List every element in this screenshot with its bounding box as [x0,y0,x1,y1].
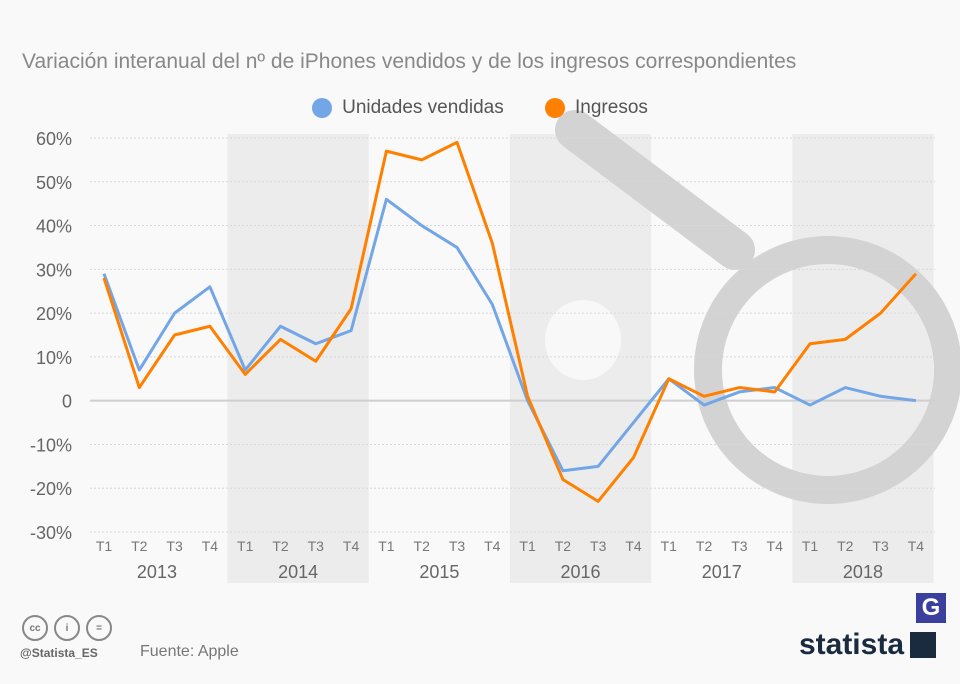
legend-dot-icon [312,98,333,118]
source-text: Fuente: Apple [140,643,239,660]
x-tick-label: T3 [731,538,748,554]
x-tick-label: T2 [414,538,431,554]
y-tick-label: 10% [36,348,72,368]
logo-mark-icon [910,632,936,658]
magnifier-icon [694,236,960,504]
year-label: 2018 [843,562,883,582]
y-tick-label: -30% [30,523,72,543]
x-tick-label: T3 [872,538,889,554]
x-tick-label: T1 [378,538,395,554]
x-tick-label: T1 [237,538,254,554]
year-label: 2014 [278,562,318,582]
x-tick-label: T4 [343,538,360,554]
year-band [227,134,369,583]
y-tick-label: 50% [36,173,72,193]
x-tick-label: T3 [590,538,607,554]
attribution-icon: i [54,615,80,641]
x-tick-label: T4 [908,538,925,554]
x-tick-label: T1 [519,538,536,554]
x-tick-label: T2 [272,538,289,554]
series-line-ingresos [102,140,918,503]
x-tick-label: T3 [308,538,325,554]
x-tick-label: T4 [484,538,501,554]
y-tick-label: 0 [62,392,72,412]
creative-commons-icons: cc i = [22,615,112,641]
year-label: 2015 [419,562,459,582]
x-tick-label: T4 [625,538,642,554]
cc-icon: cc [22,615,48,641]
statista-g-icon: G [916,593,946,623]
y-tick-label: 60% [36,129,72,149]
x-tick-label: T1 [96,538,113,554]
legend-item-units: Unidades vendidas [312,97,504,119]
y-tick-label: -20% [30,479,72,499]
x-tick-label: T2 [555,538,572,554]
statista-logo[interactable]: statista [799,628,936,662]
y-tick-label: -10% [30,435,72,455]
apple-logo-icon [545,300,621,380]
series-line-unidades [102,197,917,473]
x-tick-label: T4 [767,538,784,554]
magnifier-handle-icon [555,110,755,270]
year-label: 2013 [137,562,177,582]
twitter-handle[interactable]: @Statista_ES [20,646,98,660]
x-tick-label: T4 [202,538,219,554]
logo-text: statista [798,628,904,661]
no-derivatives-icon: = [86,615,112,641]
legend: Unidades vendidas Ingresos [0,97,960,124]
x-tick-label: T2 [131,538,148,554]
x-tick-label: T2 [696,538,713,554]
y-tick-label: 40% [36,217,72,237]
x-tick-label: T1 [802,538,819,554]
legend-label: Ingresos [575,97,648,118]
year-band [792,134,934,583]
legend-dot-icon [545,98,566,118]
x-tick-label: T3 [449,538,466,554]
legend-label: Unidades vendidas [342,97,504,118]
year-label: 2017 [702,562,742,582]
x-tick-label: T1 [661,538,678,554]
x-tick-label: T3 [166,538,183,554]
x-tick-label: T2 [837,538,854,554]
legend-item-revenue: Ingresos [545,97,648,119]
y-tick-label: 20% [36,304,72,324]
year-label: 2016 [561,562,601,582]
chart-title: Variación interanual del nº de iPhones v… [22,50,797,73]
y-tick-label: 30% [36,260,72,280]
